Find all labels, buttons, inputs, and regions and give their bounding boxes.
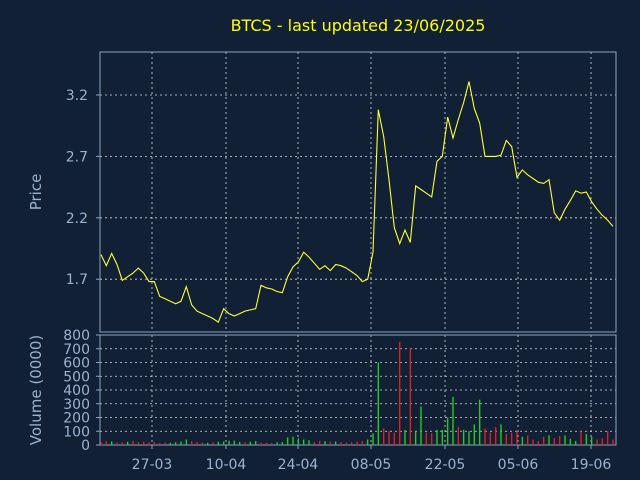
price-y-axis: 1.7 2.2 2.7 3.2 [66,88,100,288]
price-line-group [100,81,614,324]
volume-y-tick-label: 200 [63,411,90,427]
volume-axis-label: Volume (0000) [27,335,45,445]
price-y-tick-label: 2.7 [66,149,88,165]
x-tick-label: 24-04 [278,457,319,473]
x-axis: 27-03 10-04 24-04 08-05 22-05 05-06 19-06 [132,445,612,473]
x-tick-label: 22-05 [425,457,466,473]
x-tick-label: 19-06 [571,457,612,473]
price-grid [100,52,616,332]
x-tick-label: 10-04 [206,457,247,473]
volume-y-tick-label: 800 [63,328,90,344]
volume-y-tick-label: 500 [63,369,90,385]
chart-title: BTCS - last updated 23/06/2025 [231,16,486,35]
price-y-tick-label: 2.2 [66,211,88,227]
volume-y-tick-label: 400 [63,383,90,399]
volume-panel-frame [99,334,617,446]
x-tick-label: 08-05 [351,457,392,473]
price-y-tick-label: 3.2 [66,88,88,104]
price-line [100,81,614,324]
volume-y-tick-label: 600 [63,356,90,372]
price-axis-label: Price [27,174,45,211]
price-y-tick-label: 1.7 [66,272,88,288]
volume-bars [100,341,614,445]
x-tick-label: 27-03 [132,457,173,473]
volume-y-tick-label: 300 [63,397,90,413]
volume-y-tick-label: 100 [63,424,90,440]
volume-grid [100,335,616,445]
price-panel-frame [99,51,617,333]
volume-y-tick-label: 0 [81,438,90,454]
x-tick-label: 05-06 [498,457,539,473]
volume-y-tick-label: 700 [63,342,90,358]
